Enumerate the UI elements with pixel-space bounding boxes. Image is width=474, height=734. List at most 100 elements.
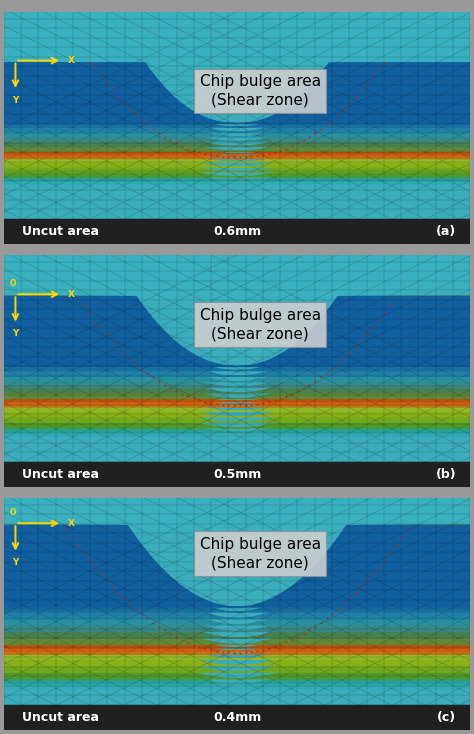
Point (149, 617, 157, 628)
Point (219, 399, 226, 410)
Point (369, 70, 377, 81)
Polygon shape (4, 526, 470, 672)
Point (236, 399, 244, 411)
Point (386, 299, 394, 310)
Text: O: O (10, 280, 17, 288)
Point (161, 379, 168, 390)
Text: Chip bulge area
(Shear zone): Chip bulge area (Shear zone) (200, 308, 321, 341)
Polygon shape (4, 526, 470, 679)
Polygon shape (4, 526, 470, 651)
Point (126, 352, 134, 364)
Text: X: X (68, 56, 75, 65)
Point (254, 398, 261, 410)
Point (364, 575, 371, 586)
Point (155, 621, 163, 633)
Polygon shape (4, 297, 470, 436)
Point (80, 299, 88, 310)
Point (149, 371, 157, 383)
Point (242, 399, 249, 411)
Polygon shape (4, 63, 470, 127)
Text: (a): (a) (436, 225, 456, 238)
Point (184, 142, 191, 154)
Point (300, 134, 307, 146)
Polygon shape (4, 526, 470, 607)
Point (294, 631, 301, 643)
Point (138, 114, 146, 126)
Point (340, 598, 348, 610)
Polygon shape (4, 297, 470, 371)
Point (74, 539, 82, 550)
Polygon shape (4, 526, 470, 644)
Point (346, 97, 354, 109)
Point (97, 568, 105, 580)
Point (213, 398, 220, 410)
Point (335, 109, 342, 120)
Point (213, 150, 220, 162)
Point (369, 321, 377, 333)
Point (230, 647, 238, 658)
Polygon shape (4, 526, 470, 659)
Polygon shape (4, 63, 470, 146)
Point (132, 603, 139, 615)
Point (300, 628, 307, 639)
Point (201, 642, 209, 654)
Point (190, 393, 197, 404)
Point (346, 346, 354, 358)
Point (138, 362, 146, 374)
Polygon shape (4, 526, 470, 625)
Polygon shape (4, 63, 470, 162)
Point (352, 91, 359, 103)
Polygon shape (4, 526, 470, 683)
Point (300, 382, 307, 394)
Point (103, 328, 110, 340)
Point (323, 119, 330, 131)
Polygon shape (4, 63, 470, 156)
Point (155, 375, 163, 387)
Point (248, 399, 255, 410)
Point (306, 379, 313, 390)
Point (328, 114, 336, 126)
Point (196, 641, 203, 653)
Point (178, 140, 186, 152)
Point (271, 641, 278, 653)
Polygon shape (4, 297, 470, 401)
Polygon shape (4, 297, 470, 404)
Polygon shape (4, 63, 470, 151)
Point (207, 644, 215, 655)
Point (80, 546, 88, 558)
Point (109, 581, 117, 592)
Point (283, 142, 290, 154)
Point (132, 357, 139, 369)
Point (126, 103, 134, 115)
Point (149, 123, 157, 135)
Point (294, 385, 301, 397)
Text: (b): (b) (436, 468, 456, 481)
Polygon shape (4, 526, 470, 638)
Point (178, 634, 186, 646)
Point (225, 647, 232, 658)
Point (311, 127, 319, 139)
Point (155, 127, 163, 139)
Polygon shape (4, 63, 470, 177)
Polygon shape (4, 297, 470, 422)
Bar (4, 705, 470, 730)
Point (103, 575, 110, 586)
Point (201, 396, 209, 407)
Point (144, 119, 151, 131)
Point (184, 636, 191, 648)
Text: X: X (68, 290, 75, 299)
Point (259, 644, 267, 655)
Point (236, 151, 244, 163)
Point (207, 397, 215, 409)
Text: Chip bulge area
(Shear zone): Chip bulge area (Shear zone) (200, 537, 321, 570)
Point (357, 84, 365, 95)
Point (126, 598, 134, 610)
Point (386, 546, 394, 558)
Point (328, 362, 336, 374)
Point (369, 568, 377, 580)
Point (375, 561, 383, 573)
Point (120, 97, 128, 109)
Point (288, 634, 296, 646)
Point (86, 306, 93, 318)
Polygon shape (4, 63, 470, 123)
